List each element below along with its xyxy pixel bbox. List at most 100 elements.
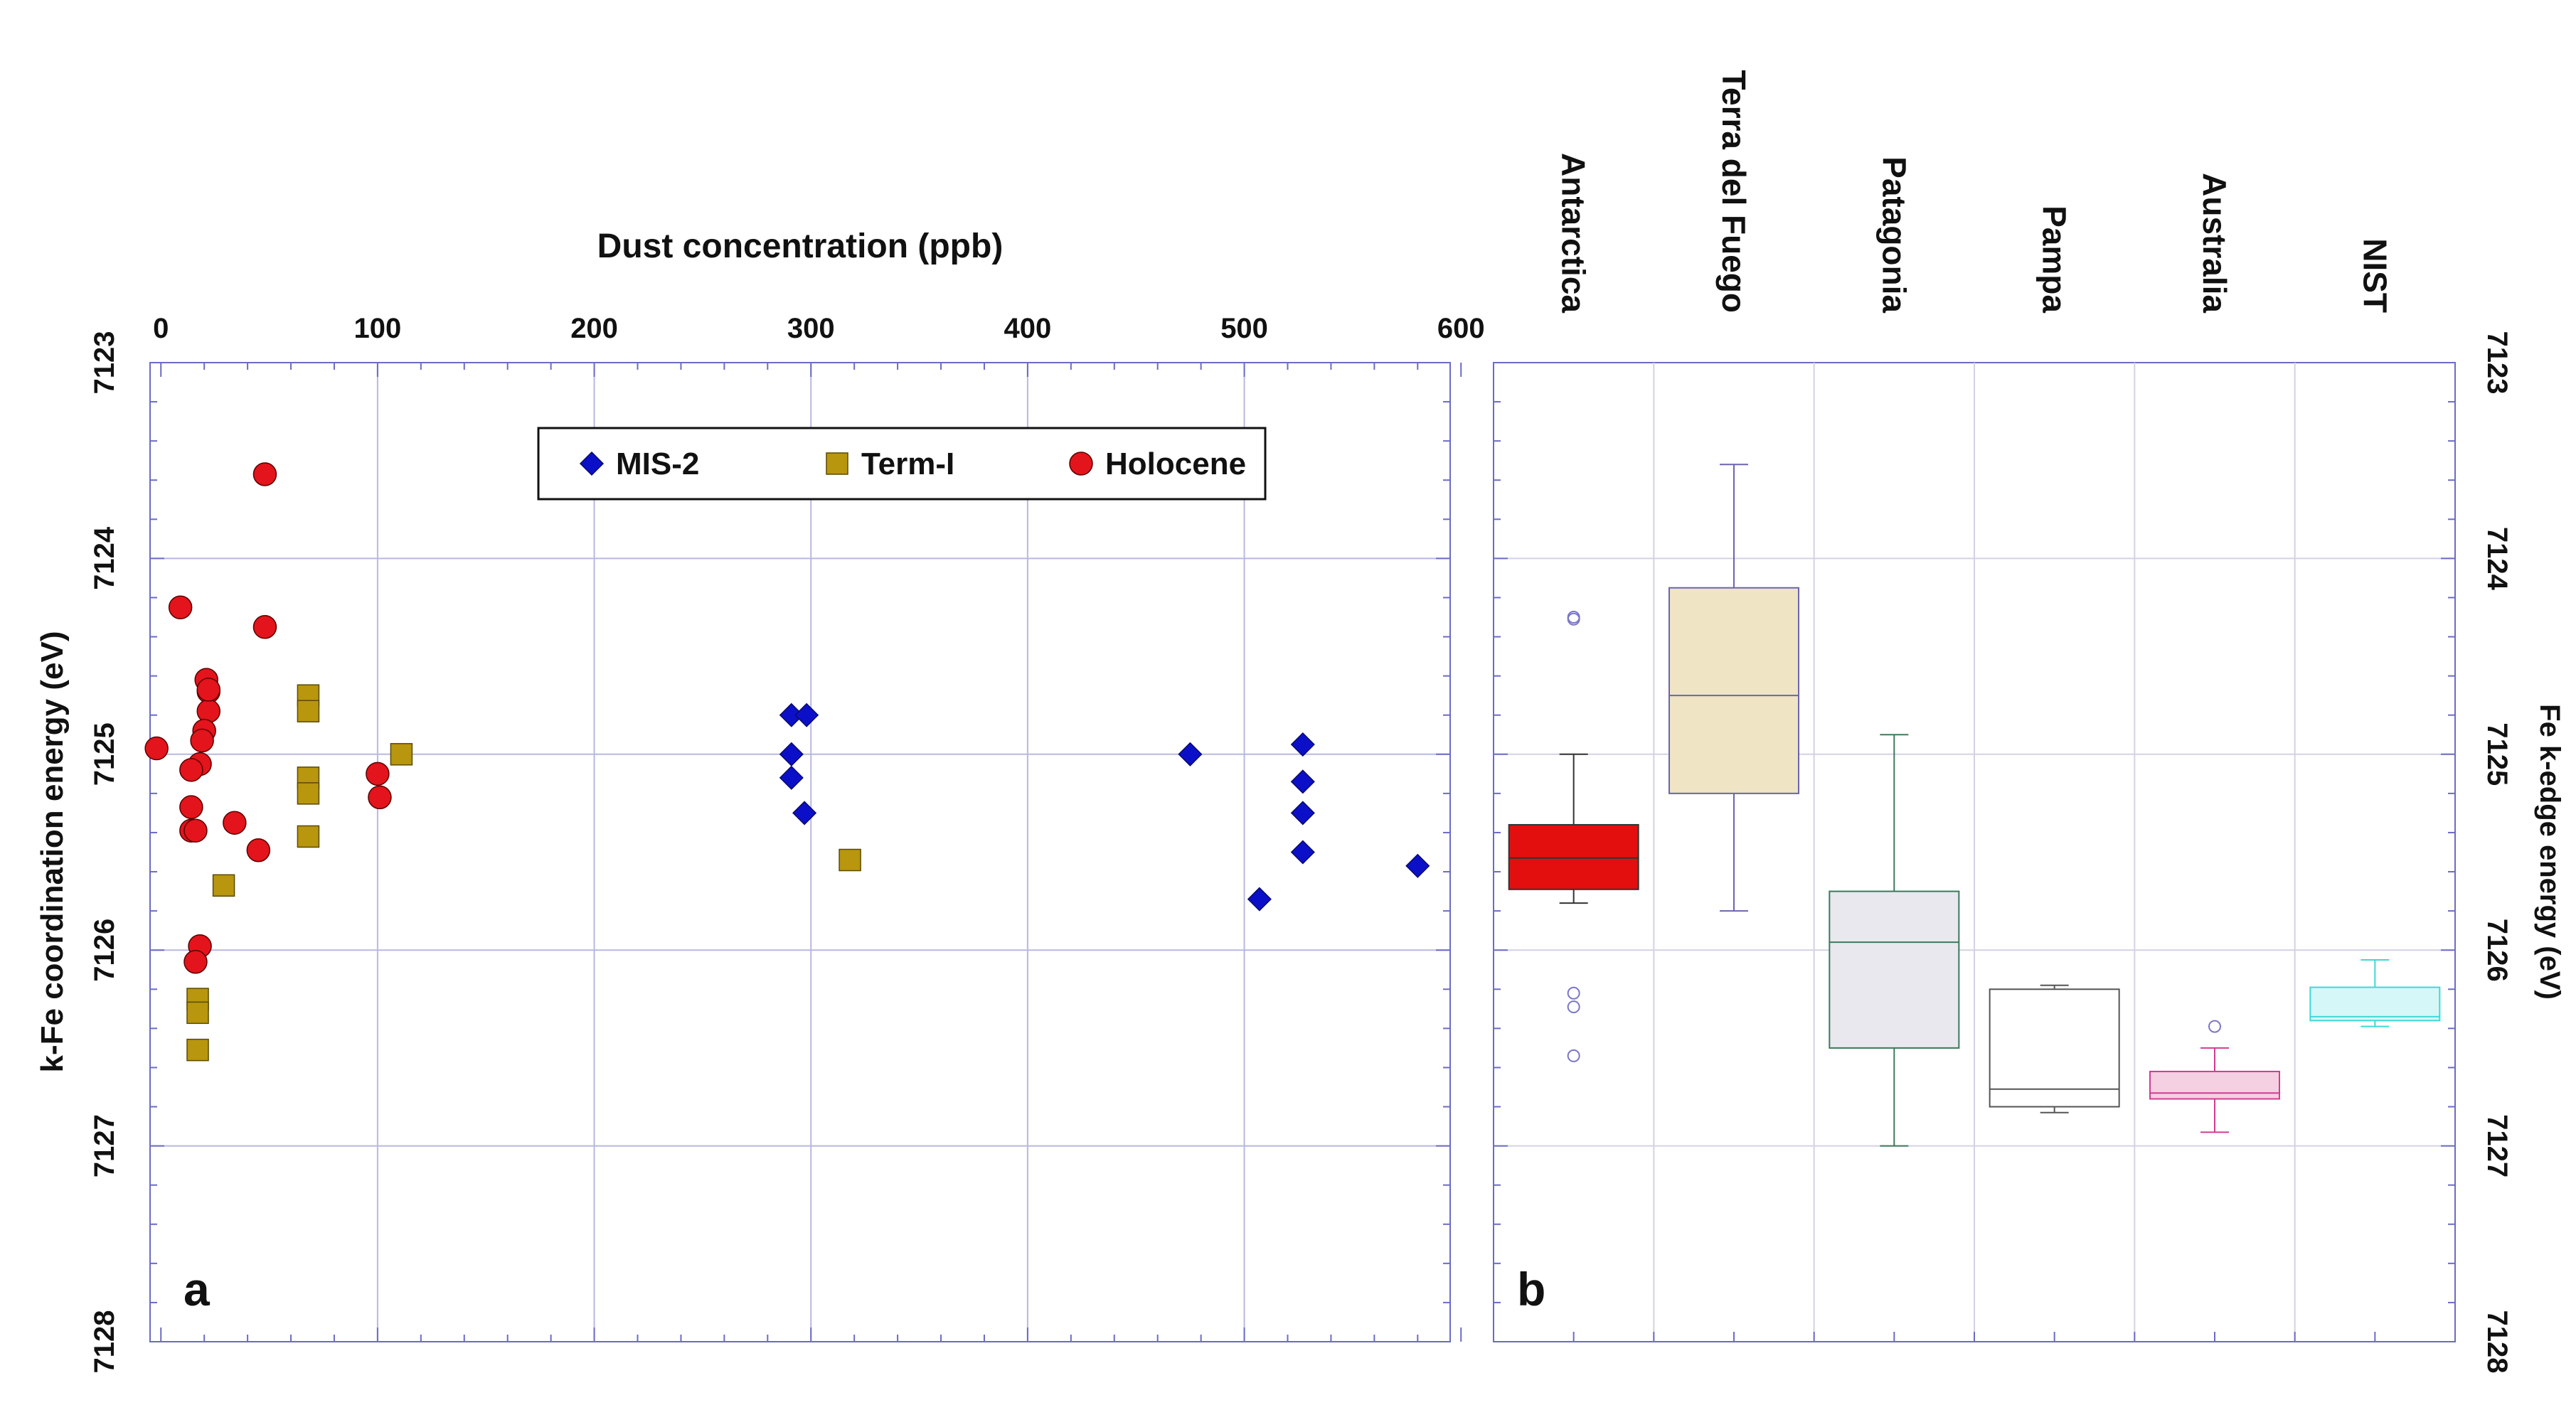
- outlier-point: [1567, 1000, 1580, 1014]
- legend-label-holocene: Holocene: [1105, 447, 1246, 481]
- boxplot-nist: [2309, 958, 2441, 1027]
- outlier-point: [2208, 1020, 2221, 1033]
- panel-b-tick-labels: 7123 7124 7125 7126 7127 7128: [2481, 331, 2513, 1374]
- term-i-point: [297, 700, 320, 722]
- y-tick-label: 7125: [89, 722, 120, 786]
- panel-a-gridlines: [150, 363, 1450, 1342]
- outlier-point: [1567, 612, 1580, 626]
- boxplot-australia: [2149, 1020, 2280, 1133]
- holocene-point: [366, 762, 390, 786]
- panel-a-plot-area: [149, 362, 1451, 1342]
- panel-b-category-labels: Antarctica Terra del Fuego Patagonia Pampa A…: [1555, 70, 2394, 313]
- holocene-point: [144, 736, 169, 761]
- box-iqr: [2309, 986, 2441, 1022]
- category-label: Australia: [2196, 173, 2233, 313]
- category-label: Terra del Fuego: [1715, 70, 1752, 313]
- panel-a-tick-marks: [150, 362, 1462, 1342]
- boxplot-patagonia: [1829, 734, 1960, 1147]
- x-tick-label: 600: [1437, 313, 1485, 344]
- holocene-point: [179, 795, 203, 819]
- panel-a: 0 100 200 300 400 500 600 7123 7124 7125 7126 7127 7…: [35, 228, 1485, 1373]
- holocene-point: [223, 811, 247, 835]
- panel-a-legend: MIS-2 Term-I Holocene: [537, 427, 1267, 501]
- holocene-point: [168, 595, 193, 619]
- panel-a-x-axis-title: Dust concentration (ppb): [597, 228, 1004, 265]
- y-tick-label: 7128: [2481, 1310, 2513, 1374]
- holocene-point: [179, 758, 203, 782]
- panel-a-y-axis-title: k-Fe coordination energy (eV): [35, 631, 70, 1073]
- x-tick-label: 200: [570, 313, 618, 344]
- mis-2-point: [1405, 853, 1430, 878]
- x-tick-label: 0: [153, 313, 169, 344]
- boxplot-antarctica: [1508, 611, 1639, 1062]
- x-tick-label: 300: [787, 313, 835, 344]
- holocene-point: [246, 838, 271, 862]
- legend-frame: [537, 427, 1267, 501]
- y-tick-label: 7124: [2481, 527, 2513, 591]
- x-tick-label: 100: [354, 313, 402, 344]
- holocene-point: [368, 785, 392, 810]
- term-i-point: [186, 1001, 209, 1025]
- mis-2-point: [794, 702, 819, 727]
- panel-a-label: a: [183, 1263, 211, 1315]
- legend-marker-mis-2: [579, 451, 605, 476]
- panel-b-label: b: [1517, 1263, 1545, 1315]
- term-i-point: [839, 848, 861, 872]
- mis-2-point: [1290, 732, 1315, 757]
- box-iqr: [1989, 988, 2120, 1108]
- legend-label-term-i: Term-I: [861, 447, 954, 481]
- term-i-point: [186, 1038, 209, 1062]
- panel-b-boxplots: [1508, 464, 2441, 1147]
- mis-2-point: [1290, 769, 1315, 794]
- y-tick-label: 7124: [89, 526, 120, 590]
- mis-2-point: [1178, 742, 1203, 766]
- holocene-point: [196, 699, 221, 723]
- y-tick-label: 7127: [2481, 1114, 2513, 1177]
- holocene-point: [252, 615, 277, 639]
- mis-2-point: [1290, 840, 1315, 865]
- panel-a-data-points: [144, 462, 1430, 1062]
- legend-marker-holocene: [1069, 452, 1093, 476]
- panel-b-y-axis-title: Fe k-edge energy (eV): [2534, 704, 2565, 1000]
- box-iqr: [2149, 1070, 2280, 1100]
- mis-2-point: [779, 765, 804, 790]
- mis-2-point: [1247, 887, 1272, 912]
- y-tick-label: 7128: [89, 1310, 120, 1374]
- category-label: Patagonia: [1875, 156, 1912, 313]
- y-tick-label: 7126: [2481, 919, 2513, 982]
- y-tick-label: 7123: [89, 331, 120, 395]
- box-iqr: [1829, 890, 1960, 1049]
- x-tick-label: 500: [1220, 313, 1268, 344]
- boxplot-terra-del-fuego: [1668, 464, 1799, 912]
- holocene-point: [183, 818, 208, 843]
- boxplot-pampa: [1989, 984, 2120, 1113]
- category-label: Pampa: [2036, 205, 2073, 313]
- holocene-point: [190, 728, 214, 753]
- panel-b-gridlines: [1494, 363, 2455, 1342]
- term-i-point: [297, 782, 320, 805]
- mis-2-point: [792, 801, 817, 826]
- panel-b-tick-marks: [1493, 362, 2456, 1342]
- y-tick-label: 7127: [89, 1114, 120, 1177]
- panel-b: 7123 7124 7125 7126 7127 7128 Antarctica Terra…: [1493, 70, 2565, 1374]
- holocene-point: [252, 462, 277, 486]
- category-label: Antarctica: [1555, 153, 1592, 313]
- legend-marker-term-i: [826, 452, 848, 475]
- outlier-point: [1567, 986, 1580, 1000]
- y-tick-label: 7126: [89, 919, 120, 982]
- panel-a-tick-labels: 0 100 200 300 400 500 600 7123 7124 7125 7126 7127 7…: [89, 313, 1485, 1373]
- y-tick-label: 7125: [2481, 722, 2513, 786]
- legend-label-mis-2: MIS-2: [616, 447, 699, 481]
- term-i-point: [297, 825, 320, 848]
- term-i-point: [390, 743, 413, 766]
- term-i-point: [212, 874, 235, 897]
- x-tick-label: 400: [1004, 313, 1052, 344]
- category-label: NIST: [2356, 238, 2393, 313]
- box-iqr: [1668, 587, 1799, 794]
- y-tick-label: 7123: [2481, 331, 2513, 395]
- outlier-point: [1567, 1049, 1580, 1062]
- holocene-point: [196, 678, 221, 702]
- box-iqr: [1508, 823, 1639, 890]
- holocene-point: [183, 949, 208, 974]
